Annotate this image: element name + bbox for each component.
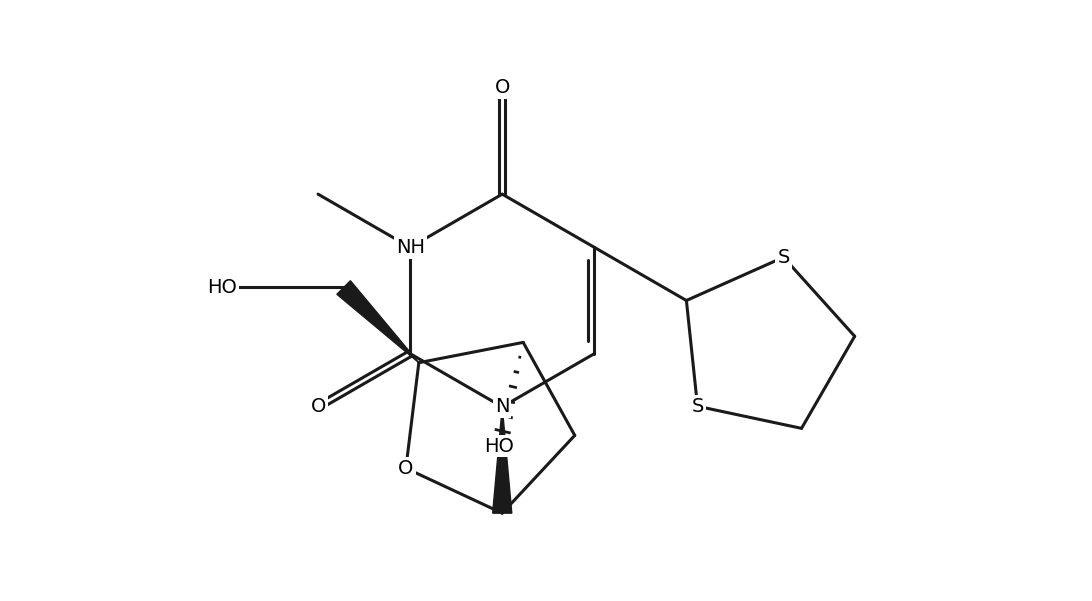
Polygon shape (336, 281, 419, 362)
Text: S: S (691, 397, 703, 416)
Text: O: O (310, 397, 325, 416)
Text: O: O (495, 78, 510, 97)
Text: NH: NH (395, 238, 425, 257)
Text: HO: HO (207, 278, 237, 297)
Text: HO: HO (485, 436, 514, 456)
Text: S: S (778, 248, 790, 267)
Text: N: N (495, 397, 510, 416)
Text: O: O (399, 459, 414, 478)
Polygon shape (492, 407, 512, 513)
